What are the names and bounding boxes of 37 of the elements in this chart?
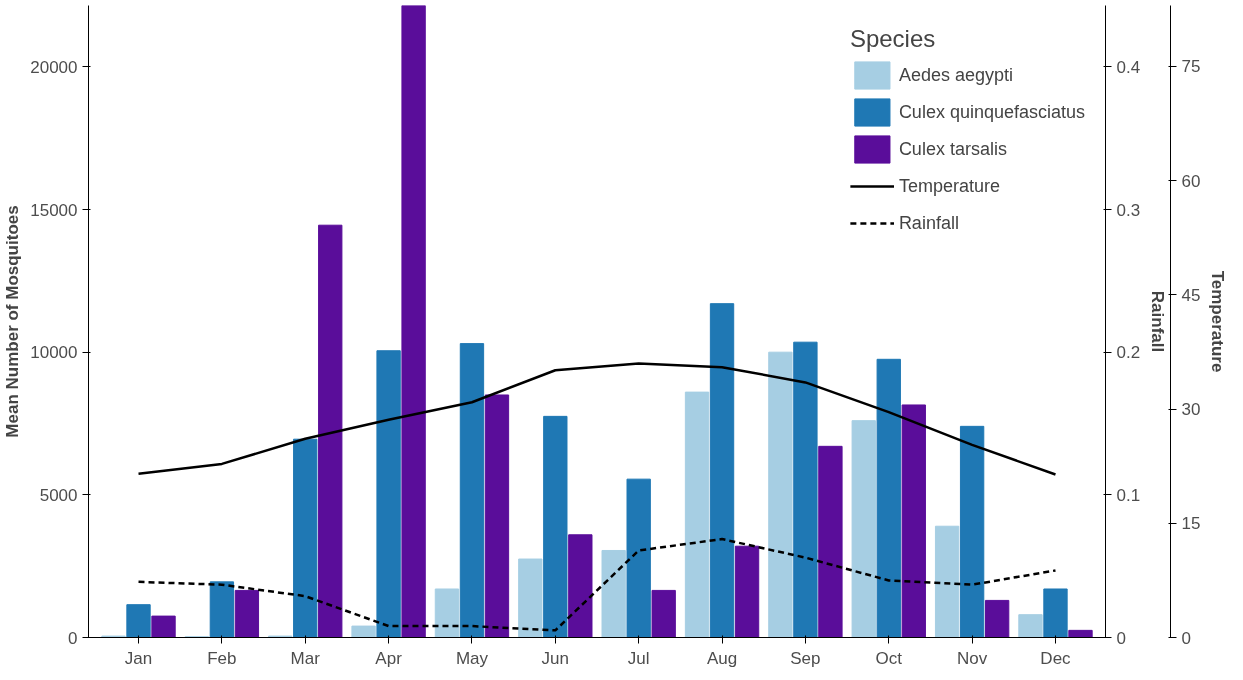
- y2-tick-label: 0.2: [1116, 343, 1141, 363]
- y2-tick-label: 0.3: [1116, 200, 1141, 220]
- x-tick-label: Jun: [541, 648, 570, 668]
- y3-tick-label: 0: [1181, 628, 1191, 648]
- y3-tick-label: 75: [1181, 57, 1201, 77]
- x-tick-label: Nov: [957, 648, 988, 668]
- x-tick-label: Aug: [706, 648, 738, 668]
- x-tick-label: Feb: [207, 648, 237, 668]
- y-tick-label: 5000: [39, 485, 78, 505]
- x-tick-label: Oct: [875, 648, 903, 668]
- y3-axis-title: Temperature: [1208, 270, 1228, 373]
- y-axis-title: Mean Number of Mosquitoes: [3, 205, 23, 438]
- x-tick-label: May: [455, 648, 489, 668]
- x-tick-label: Jul: [627, 648, 650, 668]
- legend-label: Temperature: [898, 175, 1000, 197]
- x-tick-label: Mar: [290, 648, 321, 668]
- y2-tick-label: 0.4: [1116, 57, 1141, 77]
- x-tick-label: Jan: [124, 648, 153, 668]
- y3-tick-label: 30: [1181, 400, 1201, 420]
- legend-label: Culex quinquefasciatus: [898, 101, 1085, 123]
- y-tick-label: 0: [68, 628, 78, 648]
- x-tick-label: Apr: [375, 648, 403, 668]
- y3-tick-label: 15: [1181, 514, 1201, 534]
- y2-axis-title: Rainfall: [1148, 290, 1168, 353]
- legend-label: Rainfall: [898, 212, 959, 234]
- x-tick-label: Sep: [790, 648, 821, 668]
- y-tick-label: 10000: [30, 343, 78, 363]
- y3-tick-label: 60: [1181, 171, 1201, 191]
- y-tick-label: 20000: [30, 57, 78, 77]
- y-tick-label: 15000: [30, 200, 78, 220]
- x-tick-label: Dec: [1040, 648, 1072, 668]
- y2-tick-label: 0: [1116, 628, 1126, 648]
- legend-title: Species: [849, 25, 937, 53]
- legend-label: Culex tarsalis: [898, 138, 1007, 160]
- y2-tick-label: 0.1: [1116, 485, 1141, 505]
- legend-label: Aedes aegypti: [898, 64, 1013, 86]
- y3-tick-label: 45: [1181, 285, 1201, 305]
